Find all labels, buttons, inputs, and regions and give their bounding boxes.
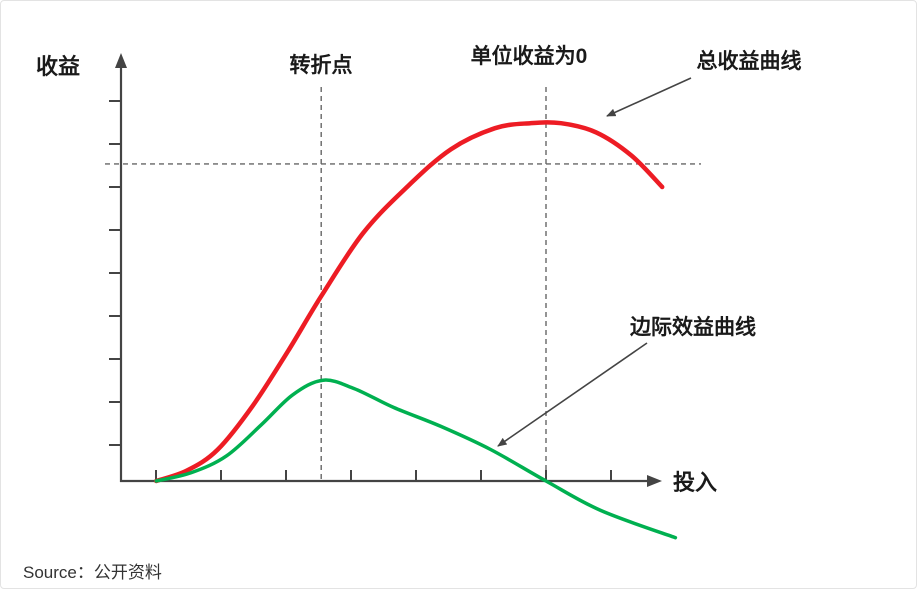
turning-point-label: 转折点 <box>290 53 353 77</box>
x-axis <box>120 470 662 487</box>
marginal-benefit-curve <box>154 378 678 540</box>
marginal-benefit-arrow <box>497 342 648 447</box>
x-axis-title: 投入 <box>673 470 717 495</box>
y-axis <box>109 53 127 482</box>
marginal-benefit-label: 边际效益曲线 <box>630 315 756 339</box>
y-axis-ticks <box>109 100 122 446</box>
x-axis-arrow-icon <box>647 475 662 487</box>
total-revenue-arrow <box>606 77 692 117</box>
zero-unit-label: 单位收益为0 <box>471 44 588 68</box>
source-label: Source：公开资料 <box>23 563 162 582</box>
y-axis-title: 收益 <box>36 54 80 79</box>
total-revenue-curve <box>153 120 665 484</box>
y-axis-arrow-icon <box>115 53 127 68</box>
total-revenue-label: 总收益曲线 <box>697 49 802 73</box>
